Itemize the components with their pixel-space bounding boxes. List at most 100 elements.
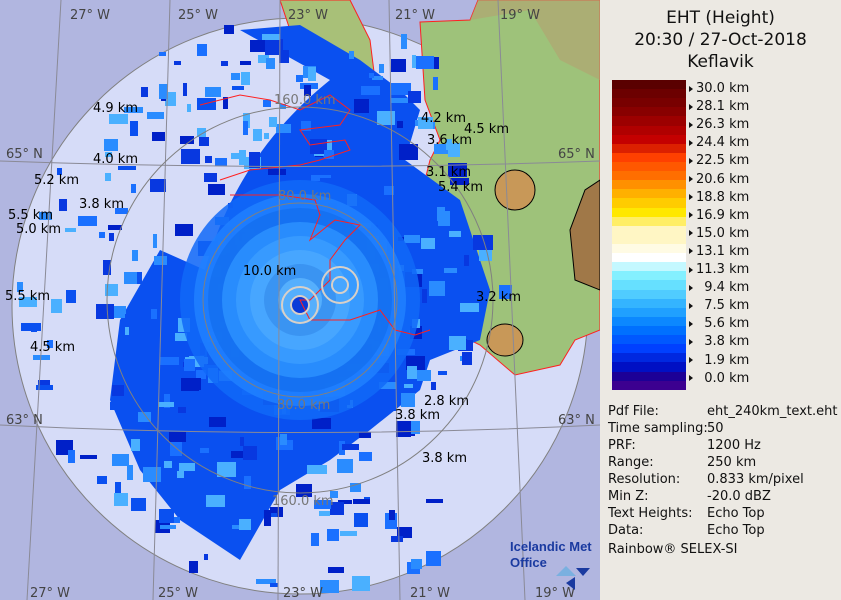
color-band — [612, 362, 686, 372]
info-row: Pdf File: eht_240km_text.eht — [608, 404, 837, 419]
tick-marker-icon — [689, 194, 693, 201]
echo-cell — [243, 446, 257, 460]
echo-cell — [143, 467, 161, 482]
echo-cell — [399, 144, 418, 160]
echo-cell — [449, 231, 461, 237]
tick-marker-icon — [689, 284, 693, 291]
scale-label: 15.0 km — [689, 226, 749, 241]
echo-cell — [417, 370, 431, 381]
echo-cell — [330, 502, 344, 515]
echo-top-label: 5.5 km — [8, 208, 53, 223]
echo-cell — [177, 471, 184, 478]
color-band — [612, 125, 686, 135]
info-value: eht_240km_text.eht — [707, 404, 838, 419]
echo-top-label: 5.4 km — [438, 180, 483, 195]
echo-cell — [408, 91, 421, 103]
echo-cell — [327, 529, 339, 541]
scale-label-text: 24.4 km — [696, 135, 750, 151]
echo-cell — [232, 451, 245, 458]
scale-label: 20.6 km — [689, 172, 749, 187]
echo-cell — [444, 268, 457, 273]
echo-cell — [385, 404, 397, 411]
echo-cell — [320, 580, 339, 593]
echo-cell — [36, 385, 53, 390]
lon-label: 27° W — [70, 8, 110, 23]
echo-cell — [396, 421, 411, 437]
echo-cell — [179, 351, 189, 357]
range-rings — [106, 106, 494, 494]
echo-cell — [217, 462, 236, 477]
echo-cell — [270, 507, 283, 517]
scale-label-text: 3.8 km — [696, 334, 750, 350]
echo-cell — [446, 139, 452, 150]
tick-marker-icon — [689, 375, 693, 382]
echo-cell — [125, 324, 129, 335]
scale-label-text: 26.3 km — [696, 117, 750, 133]
color-band — [612, 335, 686, 345]
range-labels: 80.0 km 160.0 km 80.0 km 160.0 km — [272, 93, 336, 509]
echo-cell — [279, 50, 289, 63]
info-label: PRF: — [608, 438, 636, 453]
echo-cell — [154, 256, 167, 265]
color-band — [612, 80, 686, 90]
echo-top-label: 3.8 km — [395, 408, 440, 423]
echo-cell — [141, 87, 148, 97]
echo-cell — [180, 136, 194, 144]
echo-cell — [97, 476, 107, 484]
lon-label: 27° W — [30, 586, 70, 600]
echo-cell — [131, 415, 136, 422]
echo-cell — [115, 208, 128, 214]
echo-cell — [372, 76, 383, 80]
echo-cell — [179, 463, 195, 471]
echo-cell — [401, 393, 415, 407]
echo-cell — [78, 216, 97, 226]
echo-cell — [240, 61, 251, 65]
tick-marker-icon — [689, 85, 693, 92]
info-label: Pdf File: — [608, 404, 659, 419]
echo-cell — [437, 207, 445, 221]
color-band — [612, 371, 686, 381]
echo-cell — [197, 128, 206, 137]
echo-cell — [280, 104, 286, 109]
echo-cell — [301, 121, 311, 131]
echo-top-label: 3.2 km — [476, 290, 521, 305]
info-label: Range: — [608, 455, 654, 470]
echo-cell — [258, 55, 269, 63]
echo-cell — [353, 499, 370, 504]
echo-cell — [342, 444, 359, 450]
echo-cell — [104, 139, 118, 151]
echo-cell — [114, 493, 128, 506]
echo-top-label: 4.0 km — [93, 152, 138, 167]
echo-cell — [244, 476, 251, 489]
tick-marker-icon — [689, 212, 693, 219]
echo-cell — [429, 281, 445, 296]
echo-cell — [232, 86, 244, 90]
echo-cell — [175, 333, 187, 341]
echo-cell — [314, 500, 331, 509]
echo-cell — [384, 186, 394, 195]
echo-cell — [187, 104, 191, 112]
scale-label: 3.8 km — [689, 334, 749, 349]
scale-label-text: 5.6 km — [696, 316, 750, 332]
echo-cell — [232, 525, 245, 529]
lat-label: 65° N — [558, 147, 595, 162]
echo-cell — [174, 61, 181, 65]
scale-label-text: 20.6 km — [696, 171, 750, 187]
echo-cell — [324, 150, 334, 159]
echo-cell — [112, 454, 129, 466]
scale-label: 13.1 km — [689, 244, 749, 259]
echo-cell — [127, 465, 133, 480]
echo-cell — [152, 132, 165, 141]
scale-label: 18.8 km — [689, 190, 749, 205]
echo-cell — [66, 290, 76, 303]
echo-top-label: 3.1 km — [426, 165, 471, 180]
echo-cell — [391, 83, 411, 95]
echo-cell — [349, 51, 354, 59]
echo-cell — [239, 519, 251, 530]
scale-label-text: 22.5 km — [696, 153, 750, 169]
echo-cell — [352, 576, 370, 591]
lon-label: 19° W — [535, 586, 575, 600]
color-band — [612, 289, 686, 299]
range-label: 80.0 km — [277, 398, 330, 413]
info-label: Text Heights: — [608, 506, 693, 521]
